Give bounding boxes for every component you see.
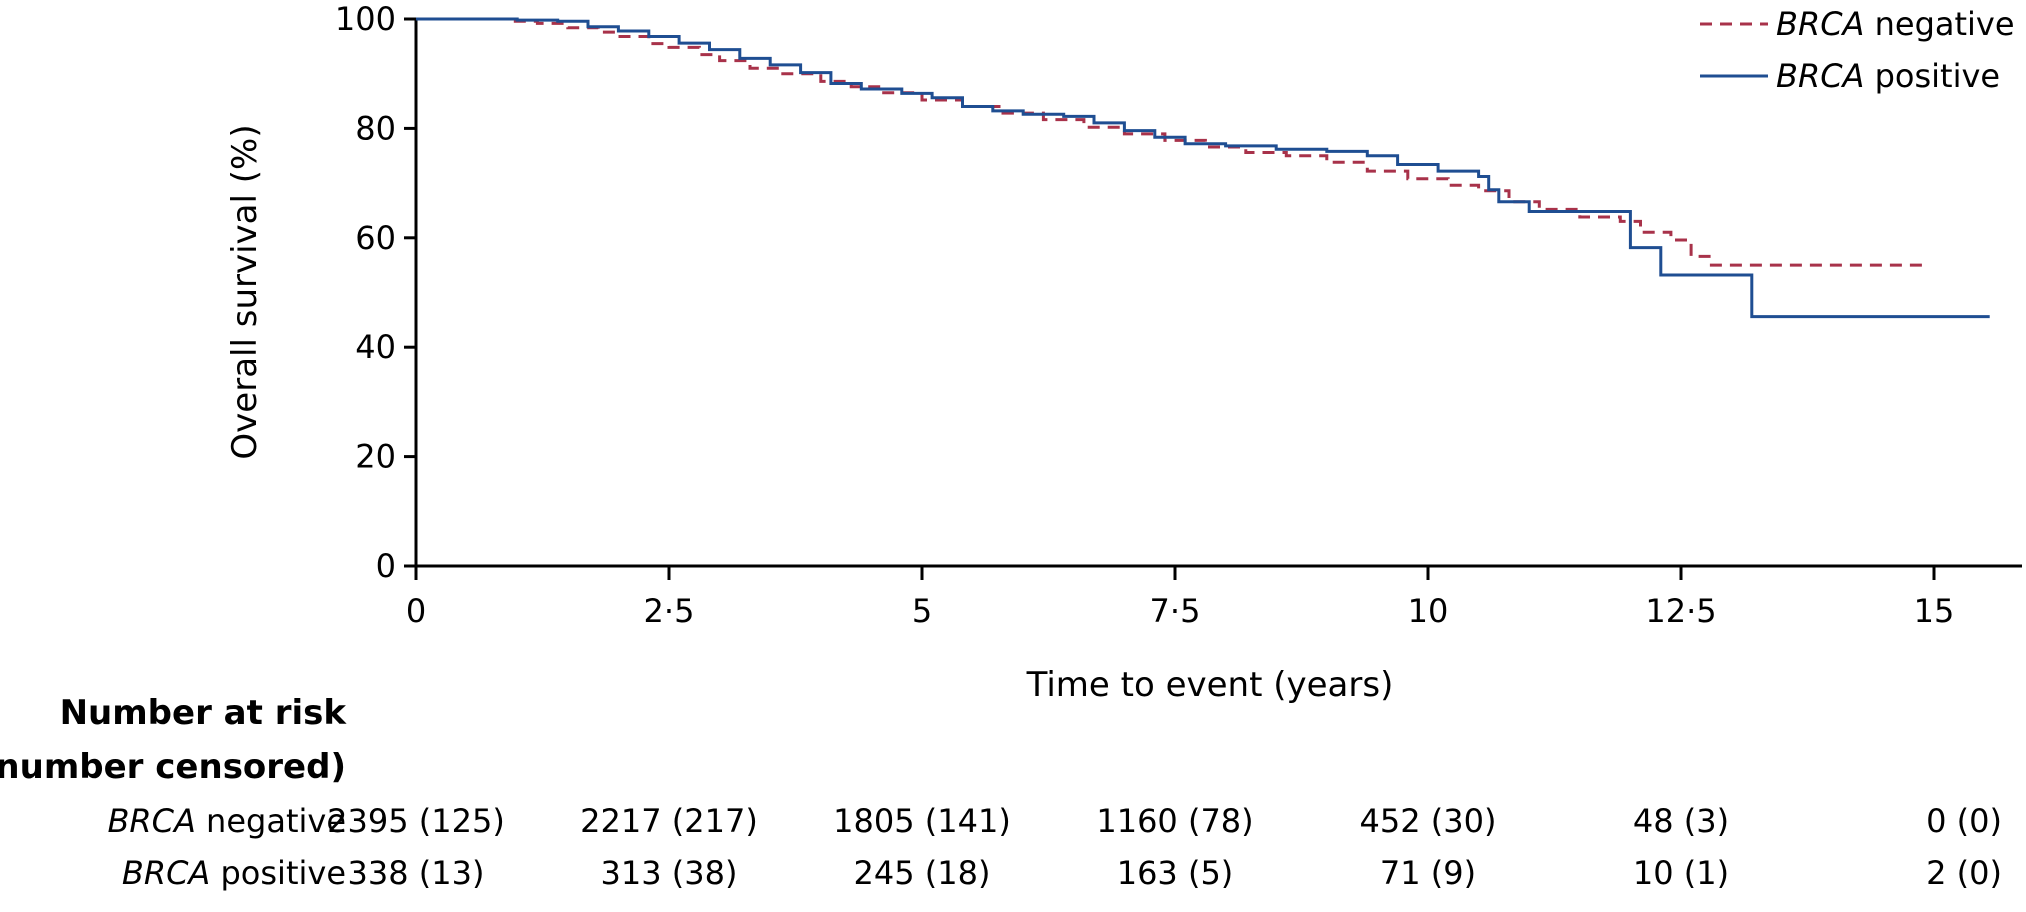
series-line-brca-negative [416,17,1924,267]
y-tick-label: 60 [355,219,396,257]
x-tick-label: 2·5 [644,592,695,630]
y-ticks: 0 20 40 60 80 100 [335,0,416,585]
series-layer [416,17,1990,319]
risk-table: Number at risk (number censored) BRCA ne… [0,693,2002,892]
risk-cell: 2217 (217) [580,802,758,840]
y-tick-label: 20 [355,438,396,476]
y-tick-label: 80 [355,109,396,147]
x-axis-title: Time to event (years) [1026,665,1394,705]
legend-label-brca-positive: BRCA positive [1776,57,2000,95]
x-tick-label: 12·5 [1645,592,1716,630]
y-tick-label: 100 [335,0,396,38]
risk-cell: 10 (1) [1633,854,1729,892]
risk-cell: 452 (30) [1360,802,1497,840]
risk-cell: 0 (0) [1926,802,2002,840]
risk-cell: 313 (38) [601,854,738,892]
x-tick-label: 5 [912,592,932,630]
risk-table-title-line1: Number at risk [60,693,348,733]
risk-cell: 2395 (125) [327,802,505,840]
risk-table-title-line2: (number censored) [0,747,346,787]
risk-row-label-brca-positive: BRCA positive [122,854,346,892]
y-tick-label: 0 [376,547,396,585]
series-line-brca-positive [416,17,1990,319]
risk-cell: 1160 (78) [1096,802,1253,840]
x-tick-label: 15 [1914,592,1955,630]
risk-cell: 2 (0) [1926,854,2002,892]
risk-cell: 338 (13) [348,854,485,892]
risk-cell: 163 (5) [1117,854,1234,892]
legend-label-brca-negative: BRCA negative [1776,5,2015,43]
x-ticks: 0 2·5 5 7·5 10 12·5 15 [406,566,1955,630]
y-axis-title: Overall survival (%) [225,124,265,459]
y-tick-label: 40 [355,328,396,366]
risk-cell: 245 (18) [854,854,991,892]
risk-cell: 1805 (141) [833,802,1011,840]
x-tick-label: 7·5 [1150,592,1201,630]
x-tick-label: 0 [406,592,426,630]
risk-cells: 2395 (125) 2217 (217) 1805 (141) 1160 (78) 4… [327,802,2002,892]
legend: BRCA negative BRCA positive [1700,5,2015,95]
risk-cell: 48 (3) [1633,802,1729,840]
risk-cell: 71 (9) [1380,854,1476,892]
risk-row-label-brca-negative: BRCA negative [107,802,346,840]
x-tick-label: 10 [1408,592,1449,630]
